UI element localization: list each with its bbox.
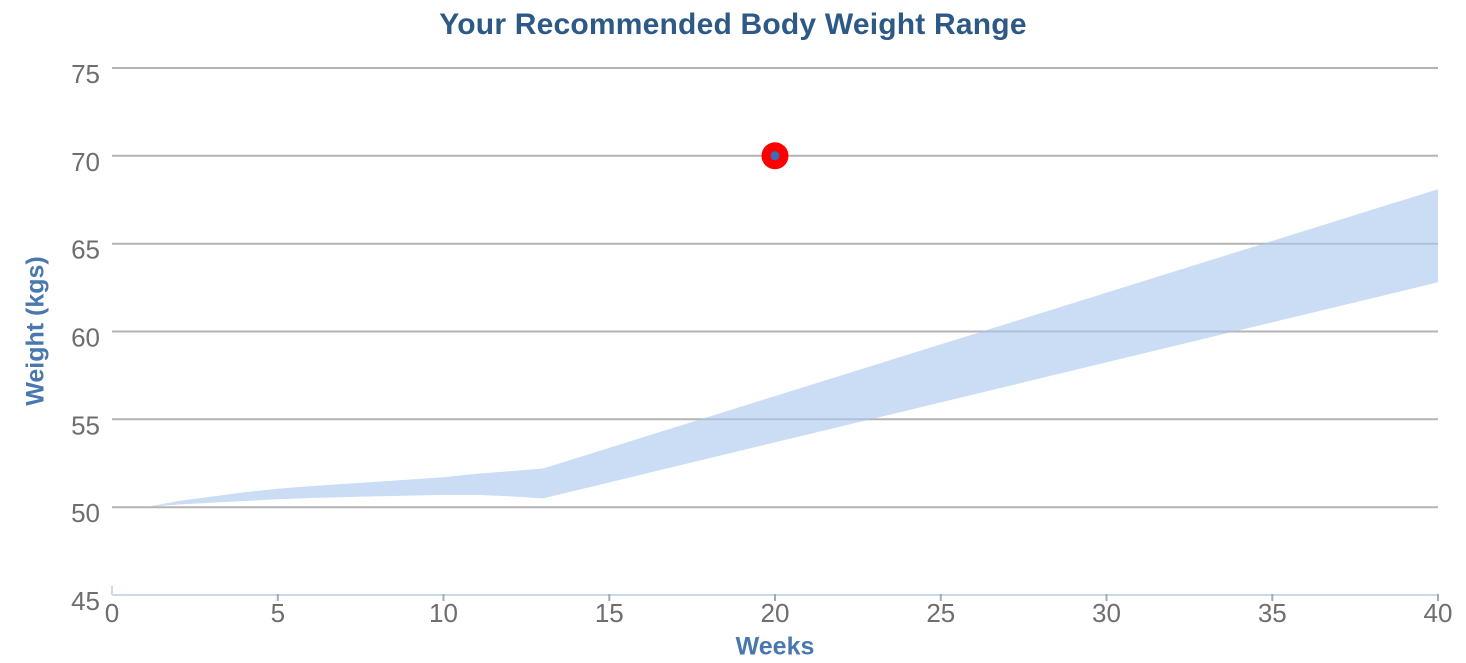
current-weight-marker-center: [770, 151, 780, 161]
x-tick-label-25: 25: [926, 598, 955, 628]
chart-title: Your Recommended Body Weight Range: [439, 8, 1027, 41]
x-tick-label-40: 40: [1424, 598, 1453, 628]
x-tick-label-30: 30: [1092, 598, 1121, 628]
x-tick-label-10: 10: [429, 598, 458, 628]
x-tick-label-20: 20: [761, 598, 790, 628]
recommended-range-band: [145, 189, 1439, 508]
x-tick-label-15: 15: [595, 598, 624, 628]
y-tick-label-65: 65: [71, 235, 100, 265]
y-tick-label-70: 70: [71, 147, 100, 177]
y-tick-label-50: 50: [71, 498, 100, 528]
y-tick-label-55: 55: [71, 410, 100, 440]
x-tick-label-35: 35: [1258, 598, 1287, 628]
y-tick-label-60: 60: [71, 323, 100, 353]
x-tick-label-0: 0: [105, 598, 119, 628]
x-tick-label-5: 5: [271, 598, 285, 628]
y-tick-label-75: 75: [71, 59, 100, 89]
x-axis-title: Weeks: [735, 632, 815, 661]
y-tick-label-45: 45: [71, 586, 100, 616]
